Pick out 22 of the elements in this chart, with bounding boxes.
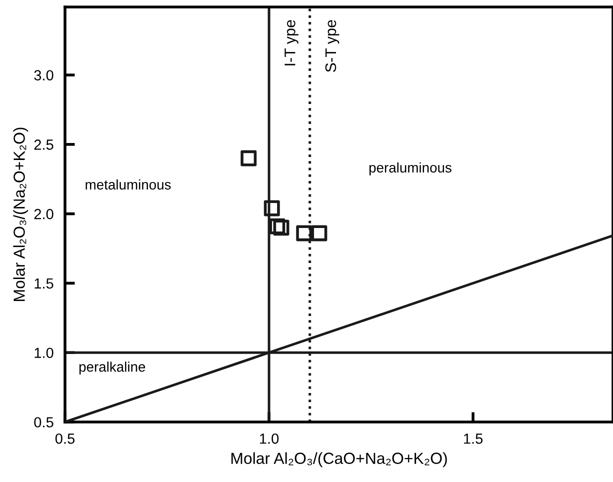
point bbox=[240, 150, 257, 166]
annotation: metaluminous bbox=[86, 179, 171, 190]
x-axis-title: Molar Al₂O₃/(CaO+Na₂O+K₂O) bbox=[231, 452, 447, 468]
point bbox=[273, 220, 290, 236]
x-tick-label: 1.0 bbox=[260, 433, 279, 444]
y-axis-title: Molar Al₂O₃/(Na₂O+K₂O) bbox=[13, 128, 28, 301]
point bbox=[311, 225, 328, 242]
y-tick-label: 0.5 bbox=[34, 417, 54, 428]
y-tick-label: 1.0 bbox=[34, 348, 54, 358]
x-tick-label: 0.5 bbox=[55, 433, 75, 444]
y-tick-label: 2.5 bbox=[34, 140, 54, 150]
ref-line-label: I-T ype bbox=[284, 20, 298, 66]
point bbox=[264, 200, 280, 216]
y-tick-label: 1.5 bbox=[34, 278, 54, 289]
x-tick-label: 1.5 bbox=[464, 434, 483, 444]
point bbox=[269, 218, 286, 234]
annotation: peraluminous bbox=[369, 162, 452, 176]
y-tick-label: 3.0 bbox=[34, 70, 54, 80]
point bbox=[296, 225, 312, 242]
annotation: peralkaline bbox=[79, 362, 146, 375]
y-tick-label: 2.0 bbox=[34, 208, 54, 220]
ref-line-label: S-T ype bbox=[325, 20, 340, 72]
